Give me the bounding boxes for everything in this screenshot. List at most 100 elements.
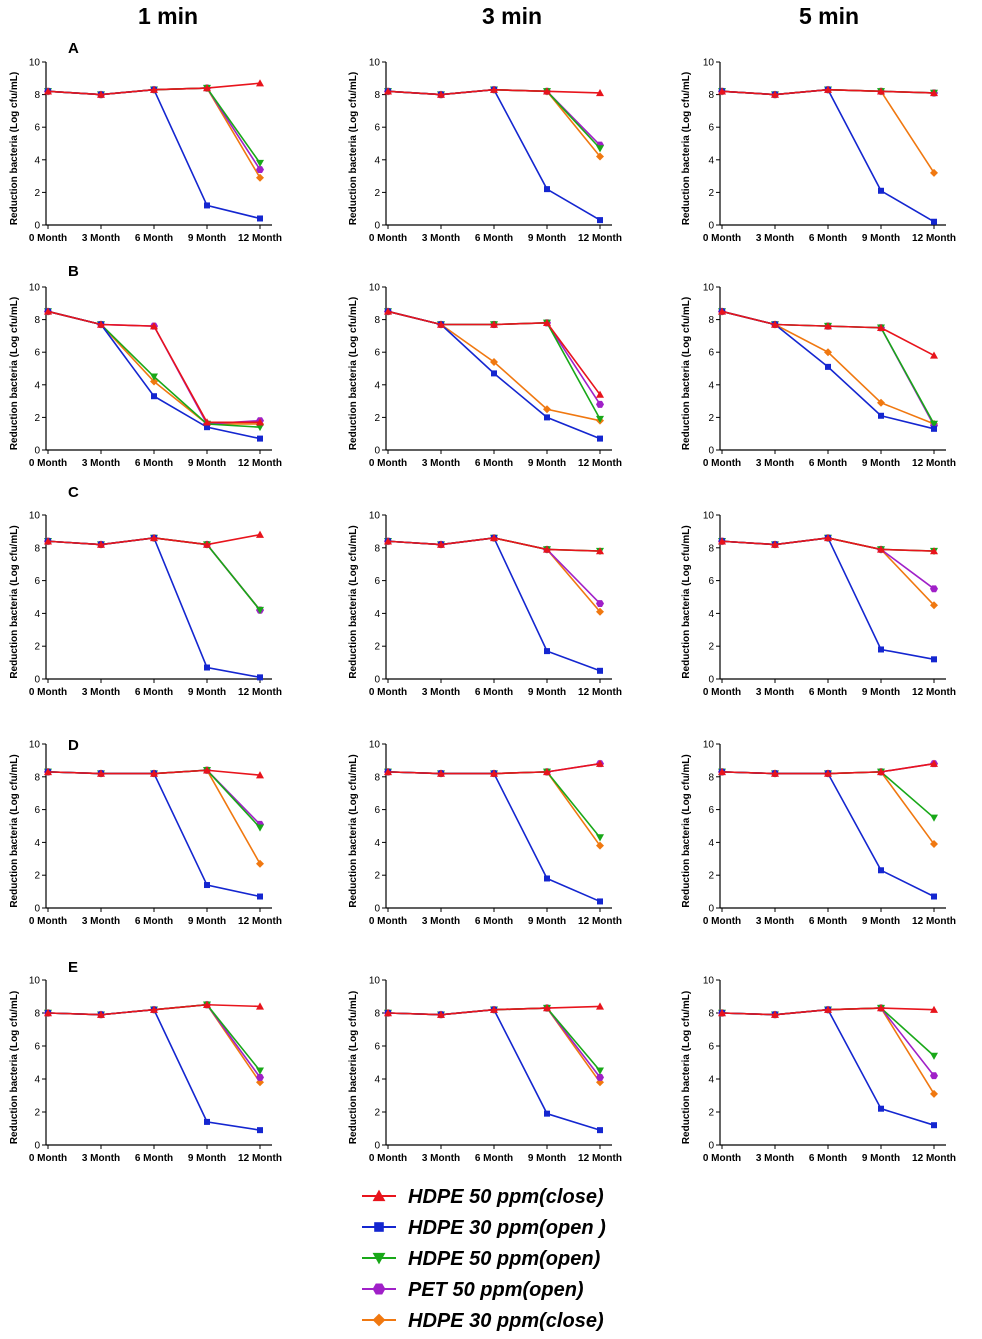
data-point-hdpe-50-ppm-close — [203, 84, 211, 92]
y-tick-label: 2 — [374, 188, 380, 199]
series-line-hdpe-30-ppm-close — [47, 87, 261, 179]
x-tick-label: 12 Month — [912, 916, 956, 927]
data-point-hdpe-50-ppm-close — [150, 533, 158, 542]
y-tick-label: 8 — [34, 543, 40, 554]
y-axis-label: Reduction bacteria (Log cfu/mL) — [681, 754, 692, 907]
x-tick-label: 9 Month — [188, 233, 226, 244]
data-point-hdpe-30-ppm-open — [257, 674, 263, 681]
subplot-D-2: 0 2 4 6 8 10 0 Month 3 Month 6 Month 9 Month 12 Mo… — [348, 740, 622, 928]
data-point-hdpe-50-ppm-close — [97, 540, 105, 548]
y-tick-label: 2 — [708, 188, 714, 199]
y-tick-label: 6 — [374, 576, 380, 587]
data-point-hdpe-30-ppm-open — [257, 1127, 263, 1134]
data-point-hdpe-50-ppm-close — [490, 1005, 498, 1013]
y-tick-label: 8 — [708, 90, 714, 101]
x-tick-label: 0 Month — [29, 916, 67, 927]
series-line-hdpe-30-ppm-open — [47, 537, 261, 679]
data-point-hdpe-50-ppm-close — [718, 1009, 726, 1017]
y-tick-label: 10 — [369, 283, 381, 294]
data-point-hdpe-50-ppm-close — [877, 87, 885, 95]
data-point-hdpe-50-ppm-open — [150, 373, 158, 381]
series-line-pet-50-ppm-open — [47, 87, 261, 171]
y-axis-label: Reduction bacteria (Log cfu/mL) — [348, 72, 359, 225]
x-tick-label: 3 Month — [756, 1153, 794, 1164]
y-tick-label: 0 — [34, 675, 40, 686]
y-tick-label: 0 — [34, 221, 40, 232]
y-tick-label: 2 — [708, 871, 714, 882]
subplot-E-3: 0 2 4 6 8 10 0 Month 3 Month 6 Month 9 Month 12 Mo… — [681, 976, 956, 1165]
series-line-hdpe-30-ppm-open — [47, 88, 261, 220]
y-tick-label: 4 — [708, 838, 714, 849]
x-tick-label: 9 Month — [188, 687, 226, 698]
x-tick-label: 6 Month — [135, 233, 173, 244]
data-point-hdpe-30-ppm-open — [931, 1122, 937, 1129]
x-tick-label: 0 Month — [369, 458, 407, 469]
data-point-hdpe-50-ppm-close — [97, 769, 105, 777]
legend: HDPE 50 ppm(close) HDPE 30 ppm(open ) HDPE… — [362, 1186, 606, 1332]
x-tick-label: 3 Month — [422, 458, 460, 469]
series-line-hdpe-30-ppm-close — [387, 1007, 601, 1083]
data-point-hdpe-30-ppm-open — [204, 882, 210, 889]
data-point-hdpe-30-ppm-close — [596, 841, 604, 850]
x-tick-label: 3 Month — [422, 233, 460, 244]
data-point-hdpe-50-ppm-open — [256, 824, 264, 832]
y-tick-label: 6 — [374, 1042, 380, 1053]
data-point-hdpe-50-ppm-close — [824, 322, 832, 330]
y-tick-label: 8 — [374, 543, 380, 554]
x-tick-label: 6 Month — [135, 458, 173, 469]
legend-item: HDPE 50 ppm(close) — [362, 1186, 604, 1208]
y-tick-label: 10 — [29, 58, 41, 69]
y-tick-label: 4 — [34, 609, 40, 620]
data-point-hdpe-50-ppm-open — [256, 159, 264, 168]
data-point-hdpe-50-ppm-open — [596, 415, 604, 424]
data-point-hdpe-30-ppm-close — [150, 377, 158, 386]
subplot-C-1: 0 2 4 6 8 10 0 Month 3 Month 6 Month 9 Month 12 Mo… — [9, 484, 282, 698]
y-tick-label: 10 — [29, 283, 41, 294]
data-point-hdpe-50-ppm-close — [437, 769, 445, 777]
x-tick-label: 0 Month — [29, 458, 67, 469]
y-tick-label: 10 — [369, 976, 381, 987]
data-point-hdpe-50-ppm-close — [877, 1004, 885, 1012]
y-axis-label: Reduction bacteria (Log cfu/mL) — [348, 991, 359, 1144]
y-tick-label: 2 — [708, 413, 714, 424]
series-line-hdpe-30-ppm-close — [721, 537, 935, 606]
x-tick-label: 0 Month — [703, 916, 741, 927]
y-tick-label: 6 — [708, 576, 714, 587]
data-point-hdpe-50-ppm-close — [490, 533, 498, 542]
y-axis-label: Reduction bacteria (Log cfu/mL) — [348, 754, 359, 907]
data-point-hdpe-50-ppm-close — [97, 320, 105, 328]
x-tick-label: 6 Month — [809, 916, 847, 927]
subplot-D-1: 0 2 4 6 8 10 0 Month 3 Month 6 Month 9 Month 12 Mo… — [9, 737, 282, 927]
x-tick-label: 12 Month — [238, 458, 282, 469]
y-tick-label: 2 — [34, 871, 40, 882]
y-tick-label: 6 — [708, 1042, 714, 1053]
row-label-C: C — [68, 484, 79, 501]
data-point-hdpe-30-ppm-close — [877, 398, 885, 407]
data-point-hdpe-50-ppm-open — [930, 1052, 938, 1060]
y-tick-label: 10 — [369, 511, 381, 522]
legend-label: PET 50 ppm(open) — [408, 1279, 584, 1301]
data-point-hdpe-50-ppm-close — [437, 90, 445, 98]
data-point-pet-50-ppm-open — [596, 1073, 604, 1081]
x-tick-label: 0 Month — [369, 1153, 407, 1164]
y-tick-label: 10 — [703, 283, 715, 294]
data-point-hdpe-30-ppm-open — [597, 435, 603, 442]
x-tick-label: 9 Month — [862, 1153, 900, 1164]
y-tick-label: 8 — [374, 315, 380, 326]
x-tick-label: 3 Month — [756, 233, 794, 244]
x-tick-label: 6 Month — [475, 916, 513, 927]
data-point-hdpe-30-ppm-open — [204, 1118, 210, 1125]
series-line-pet-50-ppm-open — [47, 1003, 261, 1078]
x-tick-label: 6 Month — [475, 458, 513, 469]
series-line-hdpe-30-ppm-open — [721, 88, 935, 223]
data-point-hdpe-30-ppm-close — [490, 357, 498, 366]
data-point-hdpe-30-ppm-open — [878, 867, 884, 874]
legend-item: HDPE 30 ppm(close) — [362, 1310, 604, 1332]
subplot-B-3: 0 2 4 6 8 10 0 Month 3 Month 6 Month 9 Month 12 Mo… — [681, 283, 956, 470]
y-axis-label: Reduction bacteria (Log cfu/mL) — [9, 754, 20, 907]
y-tick-label: 4 — [374, 838, 380, 849]
y-axis-label: Reduction bacteria (Log cfu/mL) — [9, 991, 20, 1144]
x-tick-label: 12 Month — [578, 687, 622, 698]
x-tick-label: 9 Month — [862, 916, 900, 927]
